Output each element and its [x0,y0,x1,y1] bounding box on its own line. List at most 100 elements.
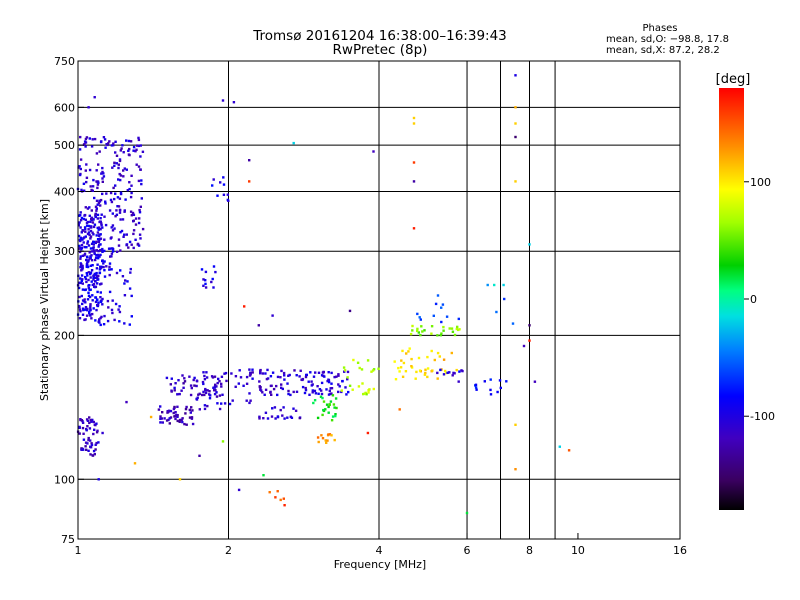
data-point [119,231,122,234]
data-point [115,271,119,275]
data-point [411,324,414,328]
data-point [96,231,100,234]
data-point [80,448,83,451]
data-point [165,419,169,422]
data-point [361,382,364,385]
data-point [214,270,217,274]
data-point [269,390,272,394]
data-point [82,241,85,244]
data-point [94,276,97,279]
data-point [185,405,188,409]
data-point [104,146,107,149]
data-point [101,226,104,229]
data-point [90,242,94,245]
data-point [79,237,82,240]
data-point [85,272,88,275]
data-point [340,389,343,392]
data-point [93,252,96,256]
data-point [345,393,348,396]
data-point [83,226,87,229]
data-point [440,306,443,309]
data-point [103,249,106,253]
data-point [83,254,86,257]
data-point [330,392,333,395]
y-axis-ticks: 75 100 200 300 400 500 600 750 [54,55,84,546]
data-point [81,238,84,241]
data-point [528,339,531,342]
data-point [223,372,226,375]
data-point [210,375,214,378]
data-point [79,281,82,285]
data-point [82,438,86,441]
data-point [91,231,94,234]
data-point [107,142,110,145]
data-point [348,309,352,313]
data-point [331,394,335,397]
data-point [333,438,336,442]
data-point [133,462,137,465]
data-point [168,422,171,425]
data-point [317,392,320,395]
data-point [95,199,99,202]
data-point [79,219,83,222]
data-point [101,180,104,183]
data-point [92,249,95,252]
data-point [486,283,489,287]
data-point [457,380,460,383]
data-point [107,306,110,309]
data-point [274,417,277,420]
data-point [204,282,207,286]
data-point [81,302,84,306]
data-point [170,389,173,392]
data-point [377,367,380,370]
data-point [222,193,226,196]
data-point [86,242,89,245]
data-point [84,275,87,279]
data-point [134,238,137,241]
data-point [123,233,126,236]
data-point [91,264,94,267]
data-point [112,142,115,145]
data-point [313,389,317,393]
data-point [106,319,110,323]
data-point [118,159,122,163]
data-point [91,454,95,457]
data-point [99,291,102,294]
data-point [457,317,460,321]
data-point [84,137,88,141]
data-point [216,381,219,385]
data-point [423,373,427,376]
data-point [135,163,138,166]
data-point [87,449,90,452]
data-point [450,351,453,355]
data-point [448,371,451,374]
data-point [79,167,82,171]
data-point [483,380,486,383]
data-point [208,393,211,396]
data-point [409,332,413,336]
data-point [185,423,188,426]
data-point [159,415,162,418]
data-point [157,408,161,411]
data-point [93,453,96,456]
data-point [95,431,99,434]
data-point [85,429,88,432]
data-point [208,390,211,393]
data-point [206,389,209,392]
data-point [127,139,131,143]
data-point [78,238,82,242]
data-point [514,468,517,471]
data-point [128,181,131,184]
data-point [83,252,87,255]
data-point [90,442,93,445]
data-point [83,245,86,249]
data-point [311,383,314,386]
data-point [295,390,299,393]
data-point [85,280,88,284]
data-point [282,406,285,409]
data-point [228,402,232,406]
data-point [88,137,91,140]
data-point [192,378,195,382]
data-point [514,106,517,109]
data-point [311,389,314,392]
